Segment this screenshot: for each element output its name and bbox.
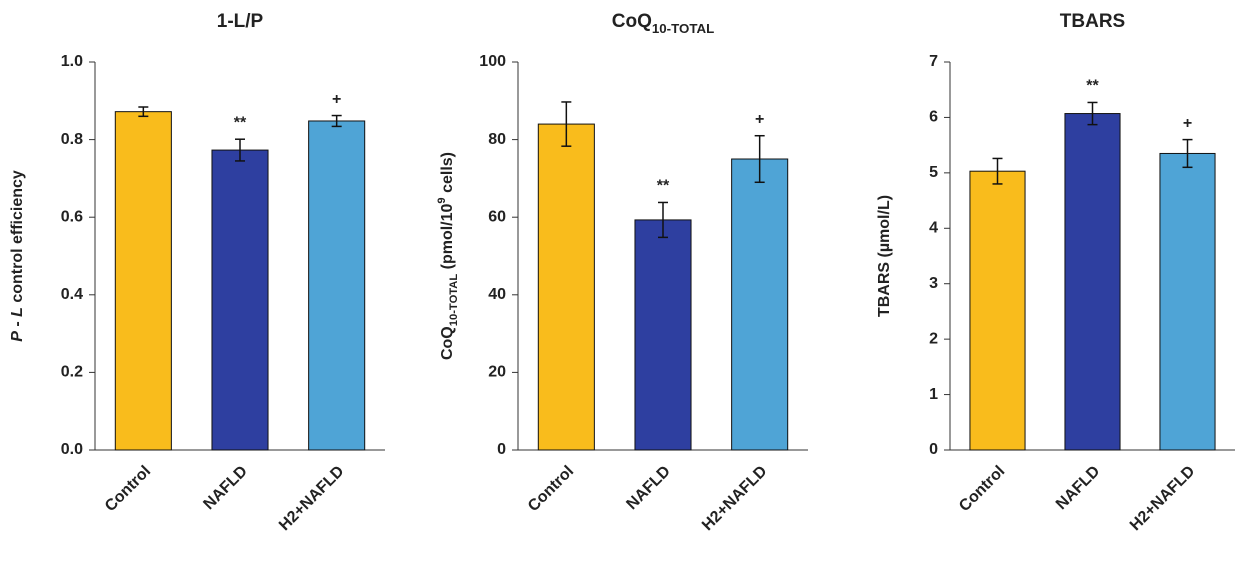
bar xyxy=(211,149,269,451)
y-tick-label: 100 xyxy=(479,53,506,70)
chart-title: TBARS xyxy=(1060,11,1125,32)
error-bar xyxy=(561,101,572,147)
y-tick-label: 20 xyxy=(488,364,506,381)
error-bar xyxy=(138,106,149,118)
significance-mark: + xyxy=(1183,115,1192,132)
text-part: 1-L/P xyxy=(217,11,264,32)
y-tick-label: 0.6 xyxy=(61,208,83,225)
y-tick-label: 0.0 xyxy=(61,441,83,458)
y-tick-label: 0 xyxy=(497,441,506,458)
bar xyxy=(634,219,692,451)
text-part: cells) xyxy=(439,152,456,197)
text-part: (pmol/10 xyxy=(439,203,456,273)
y-tick-label: 40 xyxy=(488,286,506,303)
x-tick-label: H2+NAFLD xyxy=(1127,463,1198,534)
y-tick-label: 6 xyxy=(929,109,938,126)
error-bar xyxy=(1182,138,1193,169)
bar xyxy=(1159,152,1216,451)
bar xyxy=(537,123,595,451)
text-part: L xyxy=(9,307,26,317)
y-axis-label: CoQ10-TOTAL (pmol/109 cells) xyxy=(436,152,460,360)
x-tick-label: Control xyxy=(102,463,154,515)
x-tick-label: NAFLD xyxy=(623,463,673,513)
significance-mark: + xyxy=(332,91,341,108)
y-tick-label: 0.8 xyxy=(61,131,83,148)
bar xyxy=(114,111,172,451)
chart-title: CoQ10-TOTAL xyxy=(612,11,714,36)
text-part: 10-TOTAL xyxy=(448,274,460,327)
y-tick-label: 1 xyxy=(929,386,938,403)
x-tick-label: H2+NAFLD xyxy=(699,463,770,534)
text-part: 9 xyxy=(436,197,448,203)
text-part: control efficiency xyxy=(9,170,26,307)
bar xyxy=(731,158,789,451)
y-tick-label: 5 xyxy=(929,164,938,181)
y-tick-label: 2 xyxy=(929,330,938,347)
error-bar xyxy=(1087,101,1098,126)
x-tick-label: H2+NAFLD xyxy=(276,463,347,534)
significance-mark: ** xyxy=(234,114,247,131)
x-tick-label: NAFLD xyxy=(200,463,250,513)
significance-mark: ** xyxy=(1086,78,1099,95)
chart-title: 1-L/P xyxy=(217,11,264,32)
bar xyxy=(308,120,366,451)
error-bar xyxy=(754,134,765,184)
text-part: - xyxy=(9,317,26,331)
text-part: CoQ xyxy=(612,11,652,32)
x-tick-label: Control xyxy=(525,463,577,515)
error-bar xyxy=(992,157,1003,185)
text-part: 10-TOTAL xyxy=(652,21,714,36)
error-bar xyxy=(331,114,342,128)
text-part: TBARS xyxy=(1060,11,1125,32)
error-bar xyxy=(658,201,668,239)
y-tick-label: 60 xyxy=(488,208,506,225)
y-tick-label: 3 xyxy=(929,275,938,292)
significance-mark: + xyxy=(755,111,764,128)
y-tick-label: 80 xyxy=(488,131,506,148)
text-part: TBARS (µmol/L) xyxy=(876,195,893,317)
y-tick-label: 1.0 xyxy=(61,53,83,70)
error-bar xyxy=(235,138,245,162)
text-part: CoQ xyxy=(439,326,456,360)
y-tick-label: 7 xyxy=(929,53,938,70)
y-axis-label: P - L control efficiency xyxy=(9,170,26,342)
y-tick-label: 0 xyxy=(929,441,938,458)
y-tick-label: 0.4 xyxy=(61,286,83,303)
text-part: P xyxy=(9,331,26,342)
y-tick-label: 4 xyxy=(929,220,938,237)
x-tick-label: Control xyxy=(956,463,1008,515)
y-axis-label: TBARS (µmol/L) xyxy=(876,195,893,317)
y-tick-label: 0.2 xyxy=(61,364,83,381)
significance-mark: ** xyxy=(657,178,670,195)
bar xyxy=(1064,113,1121,451)
x-tick-label: NAFLD xyxy=(1053,463,1103,513)
bar xyxy=(969,170,1026,451)
